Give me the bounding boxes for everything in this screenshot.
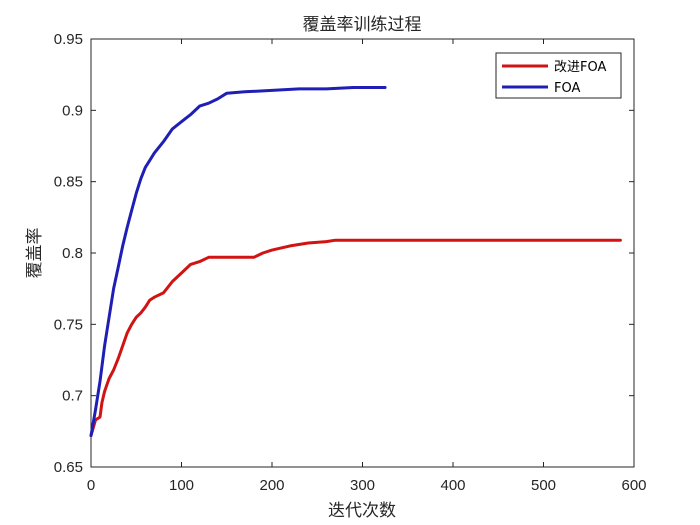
legend: 改进FOA FOA [495, 52, 622, 99]
x-tick-label: 500 [531, 477, 556, 494]
x-tick-label: 200 [259, 477, 284, 494]
y-tick-label: 0.8 [62, 245, 83, 262]
x-tick-label: 600 [621, 477, 646, 494]
y-tick-label: 0.95 [54, 31, 83, 48]
series-line-1 [89, 86, 387, 438]
x-tick-label: 0 [87, 477, 95, 494]
y-tick-label: 0.75 [54, 316, 83, 333]
y-tick-label: 0.7 [62, 388, 83, 405]
x-tick-label: 300 [350, 477, 375, 494]
x-tick-label: 100 [169, 477, 194, 494]
y-axis-label: 覆盖率 [25, 228, 45, 279]
y-axis: 0.65 0.7 0.75 0.8 0.85 0.9 0.95 [54, 31, 634, 476]
chart-title: 覆盖率训练过程 [303, 15, 422, 35]
plot-area [90, 38, 635, 468]
y-tick-label: 0.85 [54, 174, 83, 191]
x-axis-label: 迭代次数 [328, 501, 396, 521]
legend-label: 改进FOA [554, 60, 606, 75]
x-axis: 0 100 200 300 400 500 600 [87, 39, 647, 494]
x-tick-label: 400 [440, 477, 465, 494]
y-tick-label: 0.9 [62, 102, 83, 119]
series-group [89, 86, 622, 438]
series-line-0 [89, 238, 622, 438]
legend-label: FOA [554, 81, 580, 96]
y-tick-label: 0.65 [54, 459, 83, 476]
legend-box [495, 52, 622, 99]
